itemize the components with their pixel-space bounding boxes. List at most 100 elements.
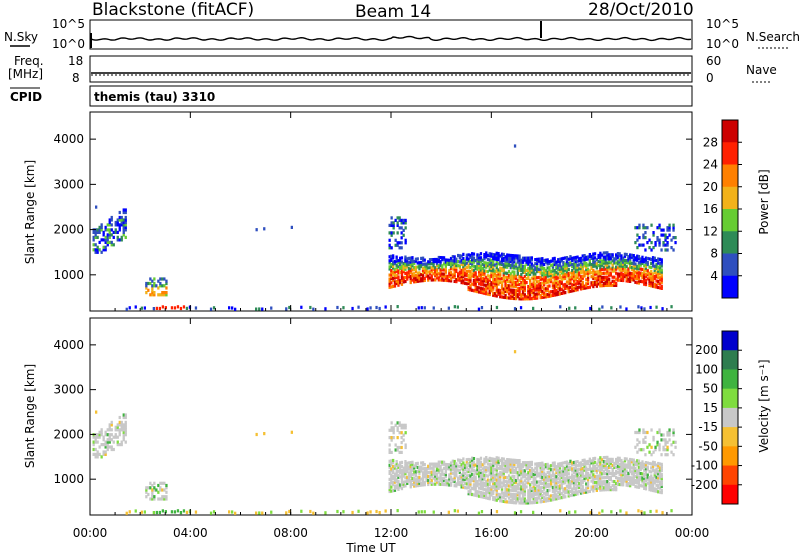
power-echo-cell xyxy=(646,261,649,265)
velocity-echo-cell xyxy=(618,468,621,472)
velocity-echo-cell xyxy=(176,509,180,513)
power-echo-cell xyxy=(658,266,662,270)
power-echo-cell xyxy=(507,263,511,267)
power-echo-cell xyxy=(544,270,548,274)
velocity-echo-cell xyxy=(457,458,460,462)
power-echo-cell xyxy=(502,267,505,271)
power-echo-cell xyxy=(555,280,558,285)
velocity-echo-cell xyxy=(486,466,490,470)
power-echo-cell xyxy=(625,279,628,283)
power-echo-cell xyxy=(650,241,653,245)
power-echo-cell xyxy=(514,262,518,266)
power-echo-cell xyxy=(145,286,148,290)
velocity-echo-cell xyxy=(532,494,535,499)
velocity-echo-cell xyxy=(481,483,484,487)
power-echo-cell xyxy=(513,272,516,276)
power-echo-cell xyxy=(592,268,595,272)
velocity-echo-cell xyxy=(608,463,611,467)
colorbar-tick-label: 8 xyxy=(710,247,718,261)
power-echo-cell xyxy=(558,269,562,274)
power-echo-cell xyxy=(609,261,612,265)
power-echo-cell xyxy=(497,262,500,266)
velocity-echo-cell xyxy=(521,487,525,491)
velocity-echo-cell xyxy=(611,479,614,484)
power-echo-cell xyxy=(399,256,402,260)
velocity-echo-cell xyxy=(441,468,444,472)
velocity-echo-cell xyxy=(641,466,644,470)
velocity-echo-cell xyxy=(583,460,586,464)
velocity-echo-cell xyxy=(453,470,456,474)
power-echo-cell xyxy=(574,286,577,290)
power-echo-cell xyxy=(488,288,491,292)
power-echo-cell xyxy=(469,255,472,259)
power-echo-cell xyxy=(608,253,611,257)
power-echo-cell xyxy=(309,305,312,310)
velocity-echo-cell xyxy=(622,481,625,485)
power-echo-cell xyxy=(548,270,551,274)
velocity-echo-cell xyxy=(643,468,646,472)
velocity-echo-cell xyxy=(562,467,565,471)
velocity-echo-cell xyxy=(527,461,530,465)
power-echo-cell xyxy=(661,307,664,311)
power-echo-cell xyxy=(530,282,533,286)
power-echo-cell xyxy=(112,243,115,247)
velocity-echo-cell xyxy=(600,476,604,480)
velocity-echo-cell xyxy=(471,486,474,491)
velocity-echo-cell xyxy=(406,479,409,483)
velocity-echo-cell xyxy=(606,486,609,490)
velocity-echo-cell xyxy=(664,438,667,442)
velocity-echo-cell xyxy=(490,489,493,493)
velocity-echo-cell xyxy=(658,462,662,466)
velocity-echo-cell xyxy=(609,471,612,476)
power-echo-cell xyxy=(460,272,463,276)
velocity-echo-cell xyxy=(551,489,555,494)
velocity-echo-cell xyxy=(324,511,327,515)
power-echo-cell xyxy=(567,273,570,278)
velocity-echo-cell xyxy=(564,487,567,491)
velocity-echo-cell xyxy=(672,428,675,432)
velocity-echo-cell xyxy=(407,475,411,479)
power-echo-cell xyxy=(98,228,101,232)
velocity-echo-cell xyxy=(462,479,465,483)
power-echo-cell xyxy=(641,280,644,284)
power-echo-cell xyxy=(551,289,555,293)
power-echo-cell xyxy=(658,286,662,290)
velocity-echo-cell xyxy=(483,483,486,487)
power-echo-cell xyxy=(421,266,425,270)
power-echo-cell xyxy=(586,277,590,281)
velocity-echo-cell xyxy=(472,463,476,467)
velocity-echo-cell xyxy=(581,469,584,473)
power-echo-cell xyxy=(521,281,525,285)
velocity-echo-cell xyxy=(451,467,454,471)
velocity-echo-cell xyxy=(492,491,495,495)
power-echo-cell xyxy=(637,265,641,269)
velocity-echo-cell xyxy=(395,474,398,478)
power-echo-cell xyxy=(609,257,612,261)
velocity-echo-cell xyxy=(627,471,630,475)
velocity-echo-cell xyxy=(398,445,401,450)
velocity-echo-cell xyxy=(606,461,609,465)
power-echo-cell xyxy=(472,256,476,260)
velocity-echo-cell xyxy=(657,484,660,488)
power-echo-cell xyxy=(548,292,551,296)
velocity-echo-cell xyxy=(395,468,398,472)
velocity-echo-cell xyxy=(664,448,667,452)
velocity-echo-cell xyxy=(520,499,523,503)
power-echo-cell xyxy=(464,263,467,267)
power-echo-cell xyxy=(650,280,653,284)
velocity-echo-cell xyxy=(558,472,562,476)
velocity-echo-cell xyxy=(516,491,519,495)
power-echo-cell xyxy=(637,255,641,259)
velocity-echo-cell xyxy=(110,423,113,427)
power-echo-cell xyxy=(590,254,593,258)
power-echo-cell xyxy=(602,265,605,269)
velocity-echo-cell xyxy=(608,471,611,476)
velocity-echo-cell xyxy=(455,474,458,478)
power-echo-cell xyxy=(649,305,652,310)
velocity-echo-cell xyxy=(618,482,621,487)
power-echo-cell xyxy=(441,274,444,278)
velocity-echo-cell xyxy=(98,452,101,456)
power-echo-cell xyxy=(557,258,560,262)
velocity-echo-cell xyxy=(520,467,523,471)
velocity-echo-cell xyxy=(511,478,514,482)
